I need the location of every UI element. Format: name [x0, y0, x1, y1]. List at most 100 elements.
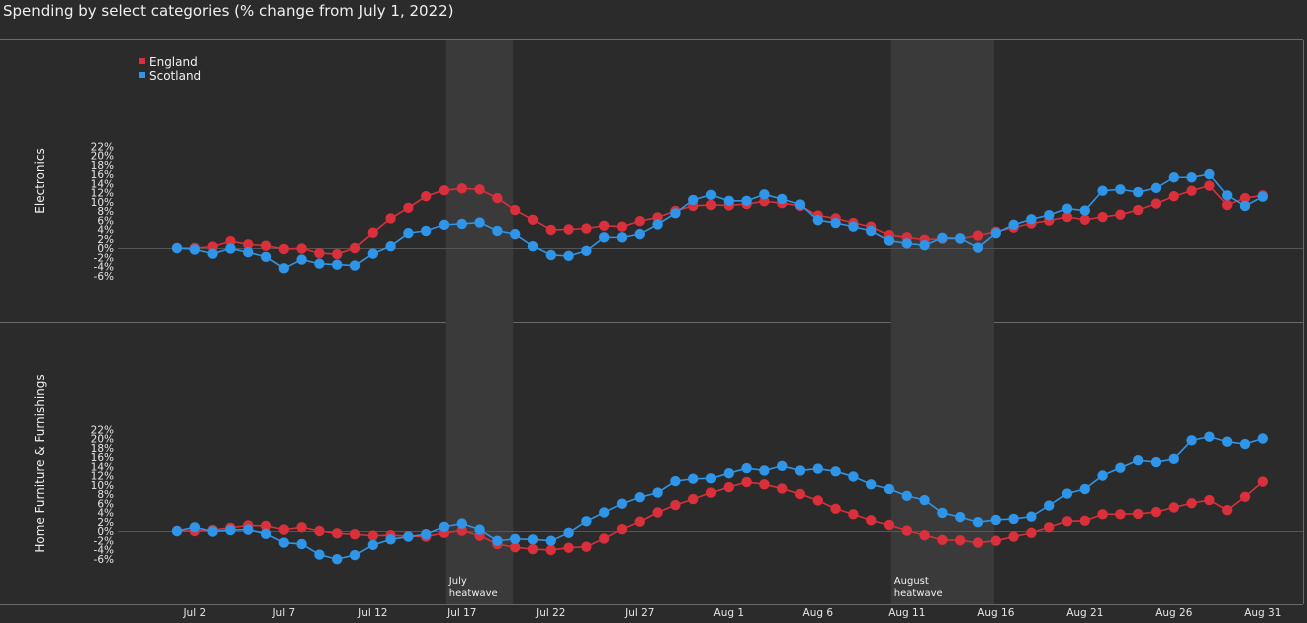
data-point-england	[1168, 191, 1180, 202]
data-point-scotland	[1044, 500, 1055, 511]
data-point-england	[349, 242, 361, 254]
data-point-england	[990, 535, 1001, 546]
data-point-england	[1097, 509, 1108, 520]
y-tick-label: 10%	[91, 480, 114, 492]
legend-swatch-scotland	[139, 72, 145, 78]
y-tick-label: 18%	[91, 443, 114, 455]
data-point-scotland	[314, 258, 325, 269]
data-point-scotland	[937, 232, 948, 244]
y-tick-label: 14%	[91, 461, 114, 473]
data-point-scotland	[243, 246, 254, 258]
panel-label-1: Electronics	[33, 148, 47, 213]
data-point-scotland	[1097, 185, 1108, 196]
data-point-england	[243, 239, 254, 250]
x-tick-label: Jul 12	[357, 607, 387, 619]
data-point-scotland	[830, 466, 841, 477]
data-point-scotland	[794, 465, 806, 476]
data-point-scotland	[207, 248, 218, 259]
data-point-scotland	[1061, 203, 1073, 214]
data-point-scotland	[990, 228, 1001, 239]
data-point-england	[1115, 209, 1126, 220]
data-point-scotland	[723, 467, 734, 479]
data-point-scotland	[616, 498, 628, 509]
data-point-england	[1079, 214, 1091, 225]
x-tick-label: Jul 7	[271, 607, 295, 619]
heatwave-label-2-line1: August	[894, 576, 929, 587]
x-tick-label: Aug 16	[977, 607, 1015, 619]
data-point-scotland	[670, 475, 681, 487]
data-point-scotland	[367, 248, 378, 259]
data-point-england	[527, 543, 539, 555]
data-point-england	[1097, 211, 1108, 223]
data-point-scotland	[848, 221, 859, 232]
y-tick-label: 4%	[97, 225, 114, 237]
data-point-scotland	[527, 240, 539, 252]
data-point-england	[1079, 515, 1091, 527]
data-point-scotland	[616, 232, 628, 243]
data-point-england	[367, 530, 378, 541]
data-point-scotland	[1204, 168, 1215, 180]
heatwave-label-2-line2: heatwave	[894, 588, 943, 599]
y-tick-label: 22%	[91, 141, 114, 153]
data-point-england	[1133, 204, 1144, 216]
data-point-scotland	[243, 524, 254, 535]
y-tick-label: 4%	[97, 508, 114, 520]
y-tick-label: 14%	[91, 178, 114, 190]
data-point-england	[510, 541, 521, 553]
data-point-scotland	[349, 549, 361, 561]
data-point-scotland	[189, 244, 200, 255]
y-tick-label: 0%	[97, 243, 114, 255]
data-point-scotland	[955, 233, 966, 244]
data-point-scotland	[955, 511, 966, 523]
data-point-scotland	[492, 535, 503, 546]
data-point-scotland	[1044, 209, 1055, 221]
heatwave-label-1-line1: July	[448, 576, 467, 587]
y-tick-label: -4%	[94, 262, 114, 274]
y-tick-label: 0%	[97, 526, 114, 538]
data-point-scotland	[688, 194, 699, 206]
data-point-scotland	[1026, 511, 1037, 522]
legend-label-scotland: Scotland	[149, 69, 201, 83]
data-point-scotland	[510, 228, 521, 240]
data-point-england	[1204, 180, 1215, 191]
data-point-scotland	[741, 195, 752, 207]
data-point-england	[919, 529, 930, 541]
y-tick-label: 16%	[91, 169, 114, 181]
data-point-scotland	[812, 463, 823, 474]
data-point-scotland	[1239, 200, 1251, 212]
data-point-scotland	[332, 259, 343, 270]
data-point-england	[670, 499, 681, 511]
data-point-scotland	[883, 235, 895, 246]
x-tick-label: Jul 27	[624, 607, 654, 619]
y-tick-label: -2%	[94, 252, 114, 264]
data-point-england	[474, 184, 485, 195]
data-point-england	[1150, 198, 1162, 209]
data-point-england	[616, 523, 628, 535]
data-point-england	[367, 227, 378, 238]
data-point-scotland	[972, 517, 984, 528]
data-point-england	[563, 224, 574, 235]
data-point-scotland	[848, 471, 859, 482]
data-point-england	[1061, 211, 1073, 223]
data-point-england	[937, 534, 948, 545]
data-point-scotland	[403, 531, 414, 542]
data-point-scotland	[421, 225, 432, 237]
data-point-england	[741, 476, 752, 488]
data-point-scotland	[260, 528, 272, 539]
data-point-scotland	[705, 189, 717, 201]
data-point-scotland	[332, 554, 343, 565]
data-point-england	[1257, 476, 1269, 487]
data-point-england	[456, 183, 467, 194]
y-tick-label: -4%	[94, 545, 114, 557]
y-tick-label: -6%	[94, 554, 114, 566]
data-point-scotland	[883, 483, 895, 495]
legend-swatch-england	[139, 58, 145, 64]
x-tick-label: Aug 21	[1066, 607, 1103, 619]
heatwave-band-1	[445, 40, 514, 604]
data-point-england	[296, 522, 307, 533]
data-point-england	[883, 519, 895, 531]
y-tick-label: -6%	[94, 271, 114, 283]
data-point-scotland	[349, 260, 361, 271]
data-point-england	[581, 223, 592, 234]
data-point-scotland	[759, 465, 770, 476]
